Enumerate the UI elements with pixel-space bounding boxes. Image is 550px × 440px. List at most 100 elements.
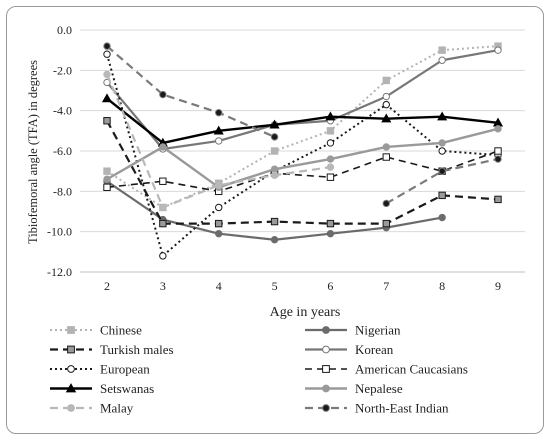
data-point xyxy=(270,165,279,173)
series-line xyxy=(105,73,331,209)
data-point xyxy=(494,155,502,163)
data-point xyxy=(270,133,279,141)
axes: 0.0 -2.0 -4.0 -6.0 -8.0 -10.0 -12.0 2 3 4 5 6 7 8 9 xyxy=(47,23,525,293)
x-tick-label: 7 xyxy=(383,279,389,293)
data-point xyxy=(438,46,446,54)
data-point xyxy=(326,139,335,147)
legend-label: American Caucasians xyxy=(355,362,468,377)
series-group xyxy=(101,42,504,260)
data-point xyxy=(382,153,390,161)
legend-label: North-East Indian xyxy=(355,401,449,416)
data-point xyxy=(103,167,111,175)
data-point xyxy=(438,139,446,147)
data-point xyxy=(103,42,111,50)
series-nepalese xyxy=(103,125,502,192)
data-point xyxy=(438,147,446,155)
data-point xyxy=(326,219,335,228)
legend-marker xyxy=(322,384,330,393)
data-point xyxy=(159,177,167,185)
legend-marker xyxy=(67,345,75,354)
series-line xyxy=(106,49,499,151)
data-point xyxy=(270,171,279,179)
legend-marker xyxy=(322,345,330,354)
data-point xyxy=(326,229,335,238)
data-point xyxy=(382,76,390,85)
legend-item-malay: Malay xyxy=(50,401,134,416)
data-point xyxy=(494,195,502,204)
legend-label: Korean xyxy=(355,342,394,357)
data-point xyxy=(325,111,336,121)
legend-label: Setswanas xyxy=(100,381,154,396)
data-point xyxy=(215,229,223,238)
y-tick-label: -10.0 xyxy=(47,225,72,239)
legend-marker xyxy=(322,404,330,412)
data-point xyxy=(382,92,390,101)
data-point xyxy=(494,147,502,155)
y-tick-label: -6.0 xyxy=(53,144,72,158)
data-point xyxy=(437,111,448,121)
data-point xyxy=(103,183,111,192)
y-tick-label: -12.0 xyxy=(47,265,72,279)
data-point xyxy=(215,108,223,117)
x-axis-label: Age in years xyxy=(270,305,341,320)
y-tick-label: -8.0 xyxy=(53,184,72,198)
series-chinese xyxy=(103,42,502,212)
data-point xyxy=(103,50,111,58)
legend-item-nepalese: Nepalese xyxy=(305,381,403,396)
data-point xyxy=(438,56,446,64)
data-point xyxy=(103,117,111,125)
data-point xyxy=(215,137,223,145)
legend-item-nigerian: Nigerian xyxy=(305,323,401,338)
data-point xyxy=(159,252,167,260)
data-point xyxy=(159,203,167,212)
legend-marker xyxy=(322,365,330,373)
legend-label: Turkish males xyxy=(100,342,174,357)
legend-label: Nepalese xyxy=(355,381,403,396)
data-point xyxy=(382,100,390,109)
data-point xyxy=(494,125,502,133)
data-point xyxy=(326,155,335,163)
legend-label: Nigerian xyxy=(355,323,401,338)
series-line xyxy=(106,45,276,138)
data-point xyxy=(382,199,390,208)
legend-item-korean: Korean xyxy=(305,342,394,357)
y-tick-label: 0.0 xyxy=(57,23,72,37)
series-line xyxy=(106,127,499,189)
data-point xyxy=(382,219,390,228)
series-north-east-indian xyxy=(103,42,502,208)
legend-marker xyxy=(67,365,75,373)
legend-label: Chinese xyxy=(100,323,142,338)
legend-marker xyxy=(67,326,75,334)
series-line xyxy=(106,97,499,145)
data-point xyxy=(103,70,111,79)
series-line xyxy=(106,150,499,193)
series-setswanas xyxy=(101,93,504,147)
legend-item-north-east-indian: North-East Indian xyxy=(305,401,449,416)
series-line xyxy=(106,45,499,209)
series-korean xyxy=(103,46,502,153)
x-tick-label: 6 xyxy=(327,279,333,293)
data-point xyxy=(159,143,167,151)
legend-item-chinese: Chinese xyxy=(50,323,142,338)
data-point xyxy=(215,203,223,212)
legend-item-american-caucasians: American Caucasians xyxy=(305,362,468,377)
data-point xyxy=(326,163,335,171)
legend-item-turkish-males: Turkish males xyxy=(50,342,174,357)
x-tick-label: 5 xyxy=(272,279,278,293)
data-point xyxy=(270,236,279,244)
legend-marker xyxy=(67,404,75,412)
data-point xyxy=(213,125,224,135)
series-line xyxy=(106,180,443,241)
data-point xyxy=(270,147,279,155)
data-point xyxy=(103,175,111,183)
legend-label: Malay xyxy=(100,401,134,416)
y-axis-label: Tibiofemoral angle (TFA) in degrees xyxy=(26,60,40,244)
data-point xyxy=(438,167,446,175)
data-point xyxy=(382,143,390,151)
y-tick-label: -2.0 xyxy=(53,63,72,77)
data-point xyxy=(159,219,167,228)
data-point xyxy=(159,90,167,99)
data-point xyxy=(215,219,223,228)
x-tick-label: 9 xyxy=(495,279,501,293)
